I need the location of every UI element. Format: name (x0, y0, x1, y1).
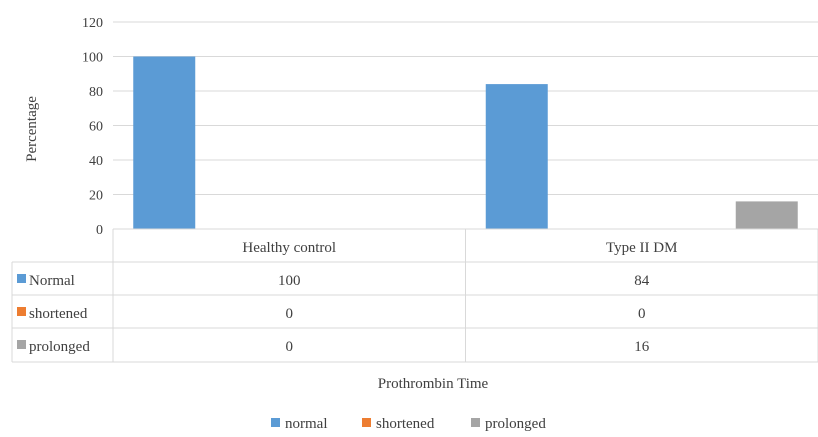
bar-prolonged (735, 201, 798, 229)
y-tick-label: 40 (89, 154, 103, 169)
table-key-prolonged (17, 340, 26, 349)
y-tick-label: 60 (89, 120, 103, 135)
table-cell-value: 100 (278, 273, 301, 289)
x-axis-label: Prothrombin Time (378, 376, 489, 392)
data-table: Healthy control Type II DM Normal 100 84 shor… (11, 228, 818, 363)
legend-label: prolonged (485, 416, 546, 432)
category-label: Healthy control (242, 240, 336, 256)
table-cell-value: 16 (634, 339, 650, 355)
y-tick-label: 20 (89, 189, 103, 204)
bar-normal (133, 56, 196, 229)
legend-swatch-normal (271, 418, 280, 427)
legend: normal shortened prolonged (271, 416, 546, 432)
gridlines (113, 21, 818, 230)
table-row-label: shortened (29, 306, 88, 322)
y-tick-label: 100 (82, 51, 103, 66)
table-cell-value: 0 (286, 339, 294, 355)
y-axis-tick-labels: 0 20 40 60 80 100 120 (82, 16, 103, 238)
legend-label: normal (285, 416, 328, 432)
bars (133, 56, 798, 229)
table-row-label: prolonged (29, 339, 90, 355)
table-row-label: Normal (29, 273, 75, 289)
category-label: Type II DM (606, 240, 677, 256)
table-key-shortened (17, 307, 26, 316)
y-tick-label: 80 (89, 85, 103, 100)
legend-swatch-shortened (362, 418, 371, 427)
y-tick-label: 120 (82, 16, 103, 31)
table-cell-value: 84 (634, 273, 650, 289)
table-key-normal (17, 274, 26, 283)
legend-swatch-prolonged (471, 418, 480, 427)
table-cell-value: 0 (286, 306, 294, 322)
legend-label: shortened (376, 416, 435, 432)
bar-normal (485, 84, 548, 229)
y-tick-label: 0 (96, 223, 103, 238)
y-axis-label: Percentage (24, 96, 40, 162)
table-cell-value: 0 (638, 306, 646, 322)
